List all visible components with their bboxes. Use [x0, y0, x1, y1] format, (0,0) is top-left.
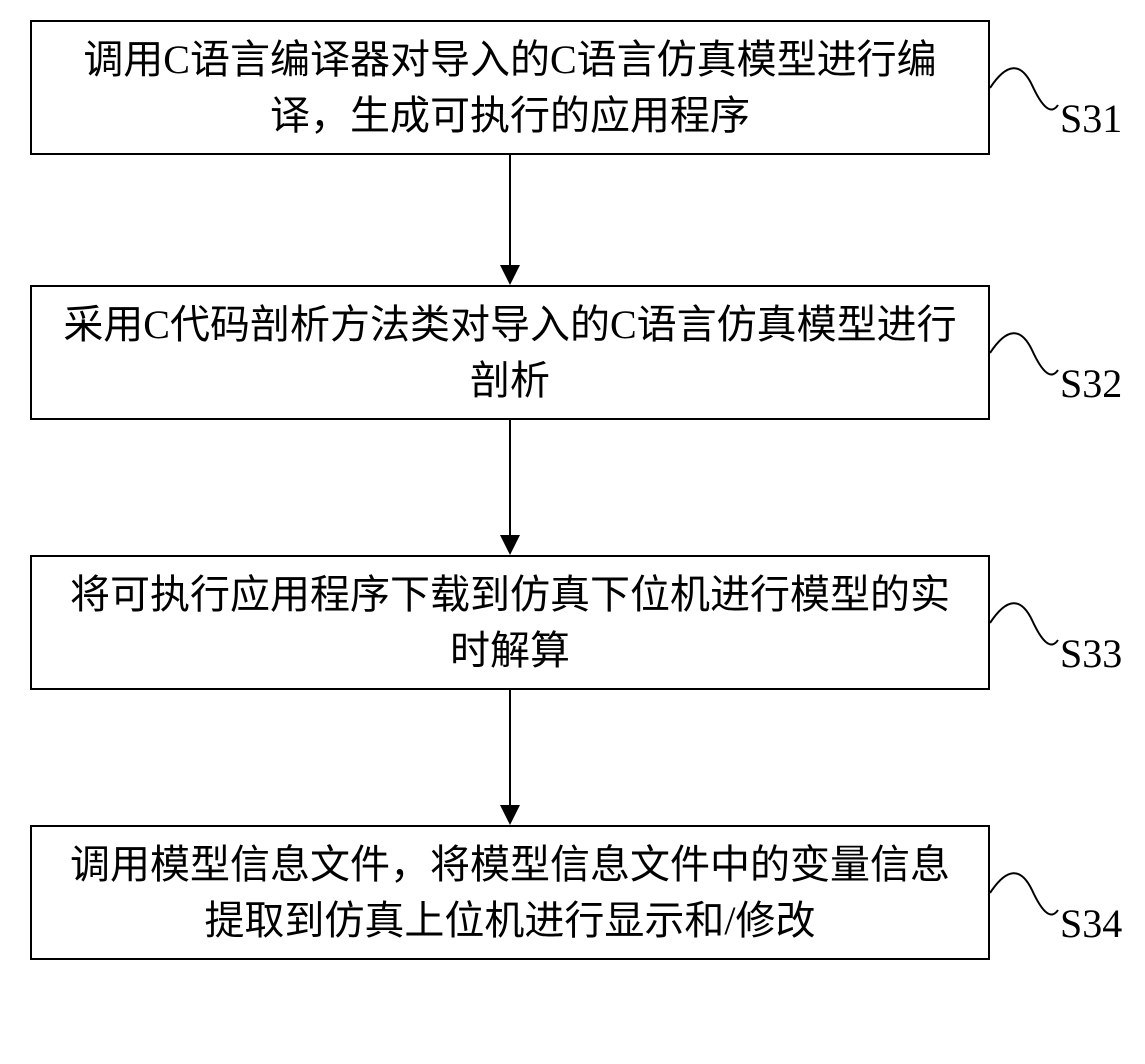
step-label-s31: S31 — [1060, 95, 1122, 142]
arrow-s33-s34 — [509, 690, 511, 805]
connector-s33 — [990, 595, 1070, 670]
connector-s31 — [990, 60, 1070, 135]
flow-node-s31: 调用C语言编译器对导入的C语言仿真模型进行编译，生成可执行的应用程序 — [30, 20, 990, 155]
flow-node-s31-text: 调用C语言编译器对导入的C语言仿真模型进行编译，生成可执行的应用程序 — [52, 32, 968, 144]
flow-node-s33: 将可执行应用程序下载到仿真下位机进行模型的实时解算 — [30, 555, 990, 690]
flow-node-s34-text: 调用模型信息文件，将模型信息文件中的变量信息提取到仿真上位机进行显示和/修改 — [52, 837, 968, 949]
flowchart-container: 调用C语言编译器对导入的C语言仿真模型进行编译，生成可执行的应用程序 S31 采… — [0, 0, 1145, 1064]
flow-node-s33-text: 将可执行应用程序下载到仿真下位机进行模型的实时解算 — [52, 567, 968, 679]
arrow-head-s32-s33 — [500, 535, 520, 555]
arrow-s32-s33 — [509, 420, 511, 535]
arrow-head-s33-s34 — [500, 805, 520, 825]
flow-node-s32: 采用C代码剖析方法类对导入的C语言仿真模型进行剖析 — [30, 285, 990, 420]
connector-s34 — [990, 865, 1070, 940]
step-label-s32: S32 — [1060, 360, 1122, 407]
step-label-s34: S34 — [1060, 900, 1122, 947]
connector-s32 — [990, 325, 1070, 400]
step-label-s33: S33 — [1060, 630, 1122, 677]
flow-node-s34: 调用模型信息文件，将模型信息文件中的变量信息提取到仿真上位机进行显示和/修改 — [30, 825, 990, 960]
flow-node-s32-text: 采用C代码剖析方法类对导入的C语言仿真模型进行剖析 — [52, 297, 968, 409]
arrow-head-s31-s32 — [500, 265, 520, 285]
arrow-s31-s32 — [509, 155, 511, 265]
